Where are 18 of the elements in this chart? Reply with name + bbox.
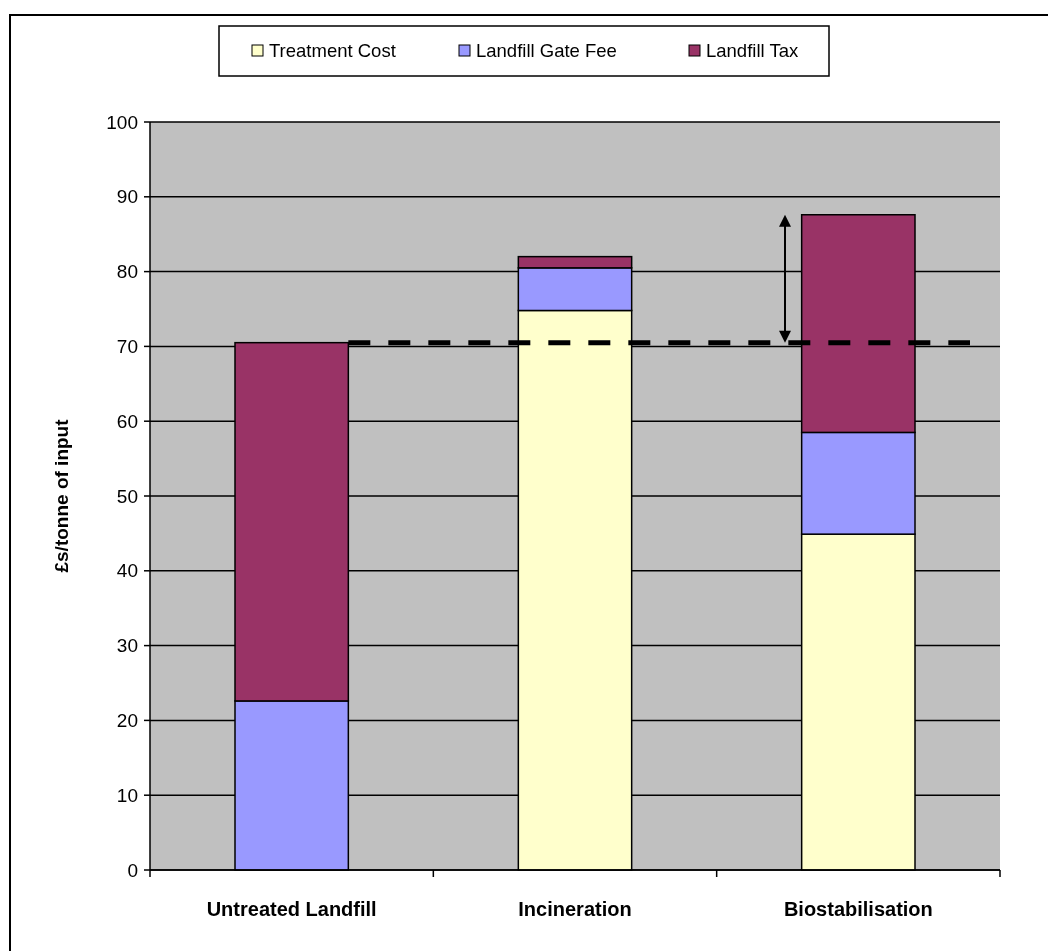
y-tick-label: 10 bbox=[116, 784, 138, 806]
y-tick-label: 0 bbox=[127, 859, 138, 881]
y-tick-label: 80 bbox=[116, 261, 138, 283]
x-tick-label: Biostabilisation bbox=[783, 898, 933, 920]
y-tick-label: 100 bbox=[106, 111, 138, 133]
y-tick-label: 50 bbox=[116, 485, 138, 507]
y-tick-label: 40 bbox=[116, 560, 138, 582]
y-tick-label: 30 bbox=[116, 635, 138, 657]
legend-label: Landfill Gate Fee bbox=[476, 39, 617, 61]
x-tick-label: Untreated Landfill bbox=[206, 898, 377, 920]
legend-label: Treatment Cost bbox=[269, 39, 396, 61]
x-tick-label: Incineration bbox=[518, 898, 632, 920]
y-tick-label: 20 bbox=[116, 709, 138, 731]
y-tick-label: 60 bbox=[116, 410, 138, 432]
y-tick-label: 70 bbox=[116, 335, 138, 357]
y-axis-title: £s/tonne of input bbox=[51, 418, 72, 573]
legend-label: Landfill Tax bbox=[706, 39, 799, 61]
y-tick-label: 90 bbox=[116, 186, 138, 208]
